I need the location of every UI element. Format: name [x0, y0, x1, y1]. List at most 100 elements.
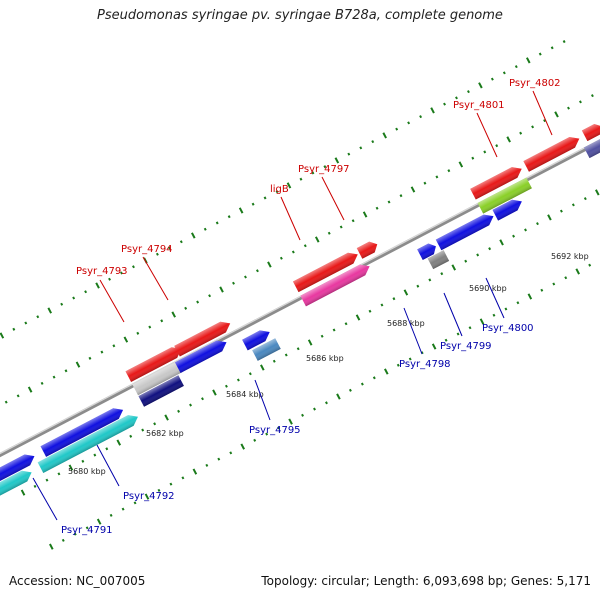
- tick-mark: [564, 276, 568, 280]
- tick-mark: [100, 350, 104, 354]
- tick-mark: [512, 234, 515, 238]
- gene-arrow[interactable]: [0, 467, 34, 497]
- tick-mark: [464, 259, 468, 263]
- gene-arrow[interactable]: [242, 327, 272, 351]
- gene-arrow[interactable]: [356, 239, 380, 259]
- tick-mark: [24, 321, 28, 325]
- tick-mark: [248, 372, 252, 376]
- tick-mark: [339, 225, 343, 229]
- tick-mark: [492, 313, 496, 317]
- tick-mark: [314, 236, 320, 243]
- tick-mark: [64, 369, 68, 373]
- tick-mark: [255, 269, 259, 273]
- gene-arrow[interactable]: [427, 250, 450, 270]
- tick-mark: [468, 326, 472, 330]
- tick-mark: [476, 253, 480, 257]
- tick-mark: [296, 347, 300, 351]
- tick-mark: [307, 339, 313, 346]
- forward-gene-label[interactable]: ligB: [270, 184, 289, 195]
- tick-mark: [132, 265, 135, 269]
- tick-mark: [201, 397, 204, 401]
- gene-arrow[interactable]: [175, 337, 229, 374]
- tick-mark: [392, 297, 396, 301]
- forward-gene-label[interactable]: Psyr_4794: [121, 244, 173, 255]
- forward-gene-label[interactable]: Psyr_4802: [509, 78, 561, 89]
- reverse-gene-label[interactable]: Psyr_4800: [482, 323, 534, 334]
- tick-mark: [332, 328, 336, 332]
- tick-mark: [88, 356, 92, 360]
- kbp-labels: 5680 kbp 5682 kbp 5684 kbp 5686 kbp 5688 kbp…: [68, 252, 589, 476]
- gene-arrow[interactable]: [417, 241, 439, 260]
- tick-mark: [403, 289, 409, 296]
- reverse-gene-label[interactable]: Psyr_4795: [249, 425, 301, 436]
- gene-arrow[interactable]: [125, 344, 185, 382]
- tick-mark: [334, 157, 340, 164]
- tick-mark: [360, 382, 364, 386]
- gene-arrow[interactable]: [37, 411, 141, 474]
- tick-mark: [458, 161, 464, 168]
- gene-arrow[interactable]: [0, 451, 37, 485]
- kbp-label: 5692 kbp: [551, 252, 589, 261]
- forward-gene-label[interactable]: Psyr_4793: [76, 266, 128, 277]
- tick-mark: [323, 165, 327, 169]
- tick-mark: [571, 203, 575, 207]
- tick-mark: [336, 393, 341, 400]
- genome-summary-text: Topology: circular; Length: 6,093,698 bp…: [261, 574, 591, 588]
- gene-arrow[interactable]: [138, 375, 184, 407]
- leader-line: [485, 277, 505, 319]
- tick-mark: [279, 256, 283, 260]
- tick-mark: [277, 426, 281, 430]
- tick-mark: [244, 275, 247, 279]
- tick-mark: [123, 336, 129, 343]
- gene-arrow[interactable]: [132, 361, 183, 396]
- reverse-gene-label[interactable]: Psyr_4791: [61, 525, 113, 536]
- gene-arrow[interactable]: [252, 338, 281, 361]
- gene-arrow[interactable]: [174, 318, 233, 357]
- gene-arrow[interactable]: [470, 163, 524, 200]
- reverse-gene-label[interactable]: Psyr_4799: [440, 341, 492, 352]
- gene-arrow[interactable]: [435, 211, 497, 251]
- reverse-gene-label[interactable]: Psyr_4792: [123, 491, 175, 502]
- gene-arrow[interactable]: [40, 405, 126, 457]
- tick-mark: [550, 46, 554, 50]
- tick-mark: [567, 106, 570, 110]
- tick-mark: [479, 318, 485, 325]
- gene-arrow[interactable]: [492, 196, 525, 221]
- tick-mark: [408, 357, 412, 361]
- gene-arrow[interactable]: [523, 133, 582, 172]
- tick-mark: [419, 115, 423, 119]
- forward-gene-label[interactable]: Psyr_4801: [453, 100, 505, 111]
- tick-mark: [108, 277, 111, 281]
- tick-mark: [590, 94, 594, 98]
- tick-mark: [301, 413, 304, 417]
- gene-arrow[interactable]: [477, 177, 532, 214]
- gene-arrow[interactable]: [583, 138, 600, 159]
- tick-mark: [382, 132, 387, 139]
- tick-mark: [495, 144, 499, 148]
- forward-gene-label[interactable]: Psyr_4797: [298, 164, 350, 175]
- tick-mark: [192, 468, 198, 475]
- tick-mark: [81, 459, 85, 463]
- tick-mark: [60, 302, 64, 306]
- kbp-label: 5680 kbp: [68, 467, 106, 476]
- gene-arrow[interactable]: [292, 249, 361, 293]
- tick-mark: [504, 307, 508, 311]
- gene-arrow[interactable]: [581, 121, 600, 142]
- kbp-label: 5682 kbp: [146, 429, 184, 438]
- tick-mark: [431, 343, 437, 350]
- gene-arrow[interactable]: [300, 261, 372, 307]
- leader-line: [280, 196, 301, 241]
- tick-mark: [554, 111, 559, 118]
- tick-mark: [171, 311, 176, 318]
- tick-mark: [525, 57, 531, 64]
- tick-mark: [502, 71, 506, 75]
- tick-mark: [141, 428, 145, 432]
- tick-mark: [399, 194, 403, 198]
- reverse-gene-label[interactable]: Psyr_4798: [399, 359, 451, 370]
- tick-mark: [516, 301, 520, 305]
- tick-mark: [205, 463, 209, 467]
- tick-mark: [85, 526, 89, 530]
- tick-mark: [447, 169, 451, 173]
- tick-mark: [325, 401, 328, 405]
